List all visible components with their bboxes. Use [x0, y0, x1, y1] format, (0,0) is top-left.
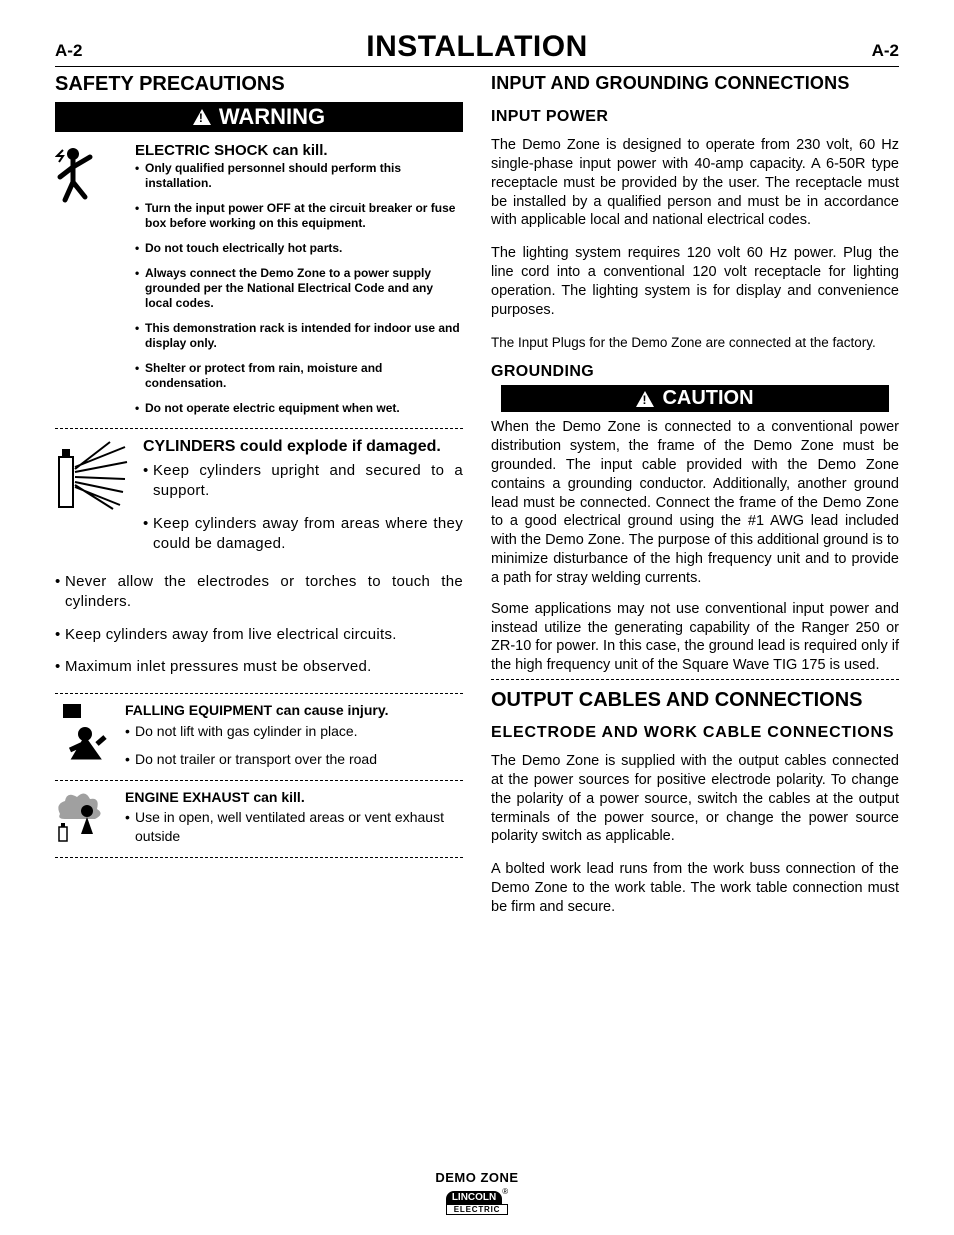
divider — [55, 780, 463, 781]
caution-banner-label: CAUTION — [662, 387, 753, 410]
falling-item: Do not trailer or transport over the roa… — [125, 750, 463, 768]
shock-item: Only qualified personnel should perform … — [135, 161, 463, 191]
shock-item: Shelter or protect from rain, moisture a… — [135, 361, 463, 391]
caution-triangle-icon — [636, 391, 654, 407]
paragraph: A bolted work lead runs from the work bu… — [491, 860, 899, 917]
shock-body: ELECTRIC SHOCK can kill. Only qualified … — [135, 142, 463, 426]
footer-title: DEMO ZONE — [0, 1170, 954, 1185]
safety-heading: SAFETY PRECAUTIONS — [55, 73, 463, 96]
registered-icon: ® — [502, 1187, 508, 1196]
exhaust-item: Use in open, well ventilated areas or ve… — [125, 808, 463, 844]
falling-list: Do not lift with gas cylinder in place. … — [125, 722, 463, 768]
shock-title: ELECTRIC SHOCK can kill. — [135, 142, 463, 159]
cyl-item: Keep cylinders upright and secured to a … — [143, 461, 463, 502]
page-num-left: A-2 — [55, 41, 82, 61]
electrode-heading: ELECTRODE AND WORK CABLE CONNECTIONS — [491, 724, 899, 742]
exhaust-icon — [55, 789, 115, 855]
caution-banner: CAUTION — [501, 385, 889, 412]
cyl-item: Keep cylinders away from areas where the… — [143, 514, 463, 555]
falling-item: Do not lift with gas cylinder in place. — [125, 722, 463, 740]
lincoln-logo: LINCOLN® ELECTRIC — [446, 1187, 508, 1215]
falling-title: FALLING EQUIPMENT can cause injury. — [125, 702, 463, 720]
cylinders-title: CYLINDERS could explode if damaged. — [143, 437, 463, 457]
paragraph: The lighting system requires 120 volt 60… — [491, 244, 899, 319]
page-header: A-2 INSTALLATION A-2 — [55, 30, 899, 67]
paragraph: The Demo Zone is designed to operate fro… — [491, 136, 899, 230]
left-column: SAFETY PRECAUTIONS WARNING ELECTRIC SHOC… — [55, 73, 463, 931]
shock-item: This demonstration rack is intended for … — [135, 321, 463, 351]
divider — [55, 857, 463, 858]
exhaust-title: ENGINE EXHAUST can kill. — [125, 789, 463, 807]
shock-list: Only qualified personnel should perform … — [135, 161, 463, 416]
exhaust-body: ENGINE EXHAUST can kill. Use in open, we… — [125, 789, 463, 855]
cylinders-body: CYLINDERS could explode if damaged. Keep… — [143, 437, 463, 566]
page-num-right: A-2 — [872, 41, 899, 61]
logo-bottom: ELECTRIC — [446, 1204, 508, 1215]
divider — [55, 693, 463, 694]
grounding-heading: GROUNDING — [491, 363, 899, 381]
warning-banner-label: WARNING — [219, 104, 325, 130]
falling-body: FALLING EQUIPMENT can cause injury. Do n… — [125, 702, 463, 778]
cylinders-inset-list: Keep cylinders upright and secured to a … — [143, 461, 463, 554]
shock-item: Turn the input power OFF at the circuit … — [135, 201, 463, 231]
cylinders-block: CYLINDERS could explode if damaged. Keep… — [55, 437, 463, 566]
paragraph: The Input Plugs for the Demo Zone are co… — [491, 334, 899, 352]
shock-icon — [55, 142, 125, 426]
cylinders-full-list: Never allow the electrodes or torches to… — [55, 572, 463, 677]
paragraph: When the Demo Zone is connected to a con… — [491, 418, 899, 588]
falling-icon — [55, 702, 115, 778]
divider — [491, 679, 899, 680]
electric-shock-block: ELECTRIC SHOCK can kill. Only qualified … — [55, 142, 463, 426]
page-title: INSTALLATION — [366, 30, 588, 64]
page-footer: DEMO ZONE LINCOLN® ELECTRIC — [0, 1170, 954, 1217]
exhaust-block: ENGINE EXHAUST can kill. Use in open, we… — [55, 789, 463, 855]
falling-block: FALLING EQUIPMENT can cause injury. Do n… — [55, 702, 463, 778]
input-grounding-heading: INPUT AND GROUNDING CONNECTIONS — [491, 73, 899, 94]
cyl-item: Never allow the electrodes or torches to… — [55, 572, 463, 613]
content-columns: SAFETY PRECAUTIONS WARNING ELECTRIC SHOC… — [55, 73, 899, 931]
warning-banner: WARNING — [55, 102, 463, 132]
input-power-heading: INPUT POWER — [491, 108, 899, 126]
warning-triangle-icon — [193, 109, 211, 125]
shock-item: Do not operate electric equipment when w… — [135, 401, 463, 416]
right-column: INPUT AND GROUNDING CONNECTIONS INPUT PO… — [491, 73, 899, 931]
divider — [55, 428, 463, 429]
paragraph: The Demo Zone is supplied with the outpu… — [491, 752, 899, 846]
cyl-item: Keep cylinders away from live electrical… — [55, 625, 463, 645]
output-cables-heading: OUTPUT CABLES AND CONNECTIONS — [491, 688, 899, 712]
cylinder-explode-icon — [55, 437, 133, 566]
logo-top: LINCOLN — [446, 1191, 502, 1204]
paragraph: Some applications may not use convention… — [491, 600, 899, 675]
shock-item: Always connect the Demo Zone to a power … — [135, 266, 463, 311]
cyl-item: Maximum inlet pressures must be observed… — [55, 657, 463, 677]
shock-item: Do not touch electrically hot parts. — [135, 241, 463, 256]
exhaust-list: Use in open, well ventilated areas or ve… — [125, 808, 463, 844]
